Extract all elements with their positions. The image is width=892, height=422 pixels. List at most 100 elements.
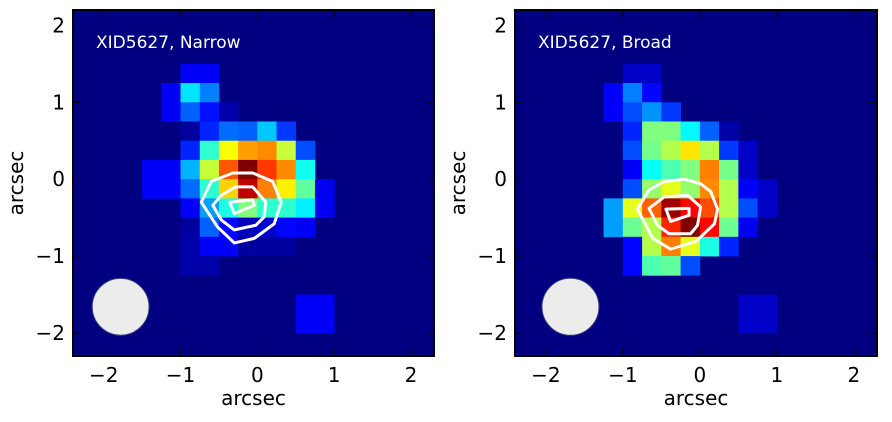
- heatmap-cell: [142, 159, 162, 180]
- y-tick-label: 1: [52, 90, 65, 114]
- heatmap-cell: [257, 121, 277, 142]
- heatmap-cell: [738, 179, 759, 199]
- heatmap-cell: [622, 140, 643, 161]
- heatmap-cell: [719, 217, 739, 238]
- heatmap-cell: [257, 198, 277, 218]
- heatmap-cell: [218, 140, 239, 161]
- panel-narrow: XID5627, Narrow −2 −1 0 1 2 −2 −1 0 1 2 arcsec arcse…: [4, 9, 435, 410]
- heatmap-cell: [622, 217, 643, 238]
- heatmap-cell: [238, 140, 258, 161]
- heatmap-cell: [603, 217, 624, 238]
- heatmap-cell: [295, 294, 316, 315]
- heatmap-cell: [738, 159, 759, 180]
- panel-title: XID5627, Narrow: [96, 33, 241, 53]
- heatmap-cell: [642, 83, 662, 103]
- contour-level-2: [211, 185, 268, 232]
- heatmap-cell: [661, 256, 681, 276]
- panel-broad: XID5627, Broad −2 −1 0 1 2 −2 −1 0 1 2 arcsec arcsec: [446, 9, 878, 410]
- heatmap-cell: [738, 217, 759, 238]
- plot-area: [515, 10, 877, 356]
- heatmap-cell: [180, 83, 201, 103]
- heatmap-cell: [642, 159, 662, 180]
- x-tick-label: −1: [166, 363, 195, 387]
- x-axis-label: arcsec: [664, 386, 729, 410]
- y-axis-label: arcsec: [446, 151, 470, 216]
- heatmap-cell: [642, 140, 662, 161]
- heatmap-cell: [180, 102, 201, 122]
- heatmap-cell: [295, 140, 316, 161]
- heatmap-cell: [757, 198, 778, 218]
- heatmap-cell: [680, 159, 701, 180]
- heatmap-cell: [180, 140, 201, 161]
- heatmap-cell: [622, 179, 643, 199]
- heatmap-cell: [642, 63, 662, 84]
- x-tick-label: −2: [89, 363, 118, 387]
- heatmap-cell: [199, 121, 220, 142]
- y-tick-label: 2: [52, 13, 65, 37]
- heatmap-cell: [218, 121, 239, 142]
- x-tick-label: 2: [405, 363, 418, 387]
- heatmap-cell: [295, 179, 316, 199]
- contour-level-1: [199, 171, 283, 245]
- x-axis-label: arcsec: [221, 386, 286, 410]
- heatmap-cell: [661, 121, 681, 142]
- beam-ellipse: [91, 277, 150, 336]
- heatmap-cell: [642, 256, 662, 276]
- x-tick-label: 1: [771, 363, 784, 387]
- heatmap-cell: [699, 121, 720, 142]
- heatmap-cell: [180, 198, 201, 218]
- heatmap-cell: [161, 159, 181, 180]
- heatmap-cell: [622, 83, 643, 103]
- x-tick-label: −2: [531, 363, 560, 387]
- x-tick-label: −1: [608, 363, 637, 387]
- heatmap-cell: [276, 217, 297, 238]
- heatmap-cell: [218, 159, 239, 180]
- heatmap-cell: [161, 102, 181, 122]
- heatmap-cell: [661, 140, 681, 161]
- heatmap-cell: [295, 217, 316, 238]
- y-tick-label: −1: [478, 244, 507, 268]
- heatmap-cell: [603, 102, 624, 122]
- heatmap-cell: [314, 198, 335, 218]
- y-tick-label: 0: [52, 167, 65, 191]
- heatmap-cell: [238, 121, 258, 142]
- y-tick-label: −2: [478, 321, 507, 345]
- heatmap-cell: [622, 63, 643, 84]
- heatmap-cell: [161, 83, 181, 103]
- contour-level-1: [635, 177, 720, 251]
- heatmap-cell: [680, 179, 701, 199]
- heatmap-cell: [661, 179, 681, 199]
- heatmap-cell: [314, 313, 335, 334]
- x-tick-label: 1: [328, 363, 341, 387]
- y-tick-label: 0: [494, 167, 507, 191]
- heatmap-cell: [738, 294, 759, 315]
- heatmap-cell: [642, 102, 662, 122]
- y-axis-label: arcsec: [4, 151, 28, 216]
- heatmap-cell: [218, 102, 239, 122]
- y-tick-label: 1: [494, 90, 507, 114]
- contour-level-2: [647, 193, 703, 236]
- y-tick-label: −1: [36, 244, 65, 268]
- heatmap-cell: [719, 140, 739, 161]
- heatmap-cell: [295, 159, 316, 180]
- heatmap-cell: [622, 198, 643, 218]
- heatmap-cell: [276, 179, 297, 199]
- heatmap-cell: [661, 159, 681, 180]
- heatmap-cell: [199, 236, 220, 257]
- axes-frame: [72, 9, 435, 357]
- heatmap-cell: [180, 179, 201, 199]
- heatmap-cell: [142, 179, 162, 199]
- x-tick-label: 0: [251, 363, 264, 387]
- heatmap-cell: [622, 102, 643, 122]
- heatmap-cell: [199, 256, 220, 276]
- heatmap-cell: [276, 159, 297, 180]
- heatmap-cell: [603, 198, 624, 218]
- heatmap-cell: [199, 63, 220, 84]
- heatmap-cell: [238, 159, 258, 180]
- heatmap-cell: [238, 179, 258, 199]
- heatmap-cell: [180, 159, 201, 180]
- heatmap-cell: [642, 236, 662, 257]
- heatmap-cell: [180, 121, 201, 142]
- heatmap-cell: [719, 179, 739, 199]
